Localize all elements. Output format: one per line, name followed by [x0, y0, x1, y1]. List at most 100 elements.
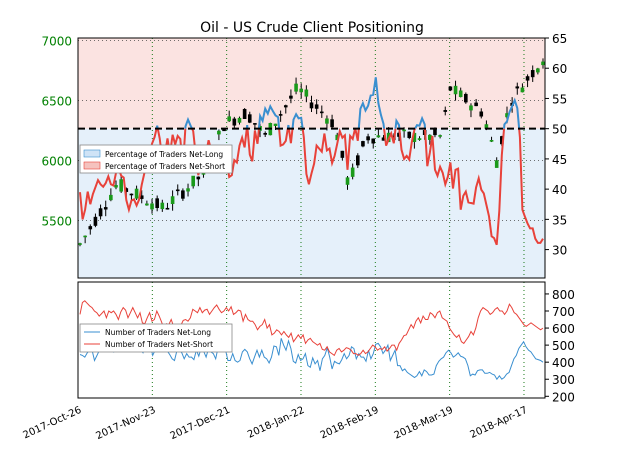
legend-label: Percentage of Traders Net-Long — [105, 150, 223, 159]
candle-body — [217, 130, 221, 135]
candle-body — [361, 141, 365, 147]
count-tick-label: 200 — [552, 390, 575, 404]
candle-body — [145, 203, 149, 206]
candle-body — [350, 167, 355, 177]
candle-body — [453, 85, 458, 95]
x-tick-label: 2017-Dec-21 — [169, 405, 232, 442]
candle-body — [448, 86, 453, 91]
candle-body — [119, 179, 123, 192]
bottom-frame — [77, 281, 546, 399]
candle-body — [489, 140, 494, 142]
candle-body — [93, 216, 98, 226]
candle-body — [247, 114, 252, 123]
candle-body — [175, 189, 180, 192]
candle-body — [160, 202, 165, 210]
count-tick-label: 400 — [552, 356, 575, 370]
candle-body — [165, 207, 170, 210]
candle-body — [237, 117, 242, 123]
candle-body — [458, 90, 463, 98]
candle-body — [402, 129, 406, 132]
candle-body — [227, 116, 231, 122]
candle-body — [366, 136, 370, 141]
candle-body — [443, 110, 448, 112]
x-axis: 2017-Oct-26 2017-Nov-23 2017-Dec-21 2018-Ja… — [22, 405, 530, 442]
candle-body — [83, 235, 87, 238]
count-tick-label: 500 — [552, 339, 575, 353]
pct-tick-label: 30 — [552, 244, 567, 258]
pct-tick-label: 60 — [552, 62, 567, 76]
candle-body — [536, 68, 540, 73]
candle-body — [294, 83, 298, 92]
top-frame — [77, 37, 546, 279]
candle-body — [278, 114, 283, 116]
candle-body — [325, 118, 329, 124]
count-tick-label: 700 — [552, 305, 575, 319]
legend-label: Number of Traders Net-Short — [105, 340, 213, 349]
candle-body — [309, 102, 314, 109]
pct-tick-label: 45 — [552, 153, 567, 167]
candle-body — [469, 105, 473, 111]
candle-body — [273, 123, 278, 126]
candle-body — [170, 196, 175, 205]
x-tick-label: 2018-Jan-22 — [246, 405, 306, 441]
candle-body — [515, 86, 520, 89]
price-tick-label: 6500 — [41, 94, 72, 108]
candle-body — [541, 61, 545, 66]
x-tick-label: 2018-Feb-19 — [319, 405, 381, 442]
candle-body — [263, 132, 268, 135]
count-tick-label: 800 — [552, 288, 575, 302]
legend-label: Number of Traders Net-Long — [105, 328, 211, 337]
legend-label: Percentage of Traders Net-Short — [105, 162, 225, 171]
candle-body — [314, 104, 319, 109]
candle-body — [417, 138, 422, 140]
candle-body — [114, 185, 118, 188]
candle-body — [98, 208, 103, 217]
price-tick-label: 7000 — [41, 34, 72, 48]
x-tick-label: 2017-Nov-23 — [94, 405, 157, 442]
candle-body — [186, 188, 190, 192]
candle-body — [433, 129, 437, 136]
legend-swatch — [83, 161, 101, 170]
candle-body — [330, 119, 334, 128]
candle-body — [181, 190, 185, 199]
candle-body — [242, 108, 247, 119]
pct-tick-label: 50 — [552, 123, 567, 137]
net-long-pct-line — [155, 77, 521, 129]
candle-body — [299, 88, 304, 93]
candle-body — [345, 177, 350, 185]
net-short-count-line — [79, 300, 544, 357]
candle-body — [88, 226, 93, 230]
candle-body — [407, 131, 412, 138]
candle-body — [134, 188, 139, 199]
candle-body — [520, 87, 525, 93]
candle-body — [464, 93, 468, 103]
candle-body — [109, 194, 113, 201]
price-tick-label: 5500 — [41, 214, 72, 228]
candle-body — [494, 160, 499, 168]
candle-body — [155, 198, 159, 209]
candle-body — [474, 102, 478, 107]
pct-tick-label: 35 — [552, 213, 567, 227]
legend-swatch — [83, 149, 101, 158]
count-tick-label: 600 — [552, 322, 575, 336]
top-panel: 5500 6000 6500 7000 30 35 40 45 50 55 60 65 Percenta… — [41, 32, 567, 279]
pct-tick-label: 40 — [552, 183, 567, 197]
candle-body — [232, 118, 237, 126]
candle-body — [340, 150, 345, 158]
top-legend: Percentage of Traders Net-Long Percentage… — [79, 144, 233, 174]
candle-body — [196, 176, 201, 180]
candle-body — [376, 135, 381, 138]
candle-body — [289, 95, 293, 99]
candle-body — [304, 89, 309, 97]
pct-tick-label: 65 — [552, 32, 567, 46]
bottom-panel: 200 300 400 500 600 700 800 Number of Traders N… — [77, 281, 575, 404]
net-short-zone — [78, 38, 545, 129]
candle-body — [150, 203, 154, 210]
legend-box — [79, 323, 233, 353]
candle-body — [103, 207, 108, 210]
candle-body — [371, 138, 376, 144]
candle-body — [253, 123, 257, 125]
pct-tick-label: 55 — [552, 92, 567, 106]
bottom-legend: Number of Traders Net-Long Number of Trad… — [79, 323, 233, 353]
